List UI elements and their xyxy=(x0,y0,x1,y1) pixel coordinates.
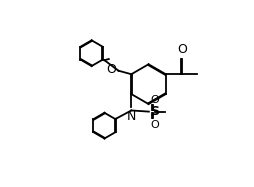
Text: O: O xyxy=(149,120,158,130)
Text: O: O xyxy=(149,95,158,105)
Text: O: O xyxy=(105,63,115,76)
Text: O: O xyxy=(177,43,186,56)
Text: N: N xyxy=(126,111,135,123)
Text: S: S xyxy=(149,105,158,118)
